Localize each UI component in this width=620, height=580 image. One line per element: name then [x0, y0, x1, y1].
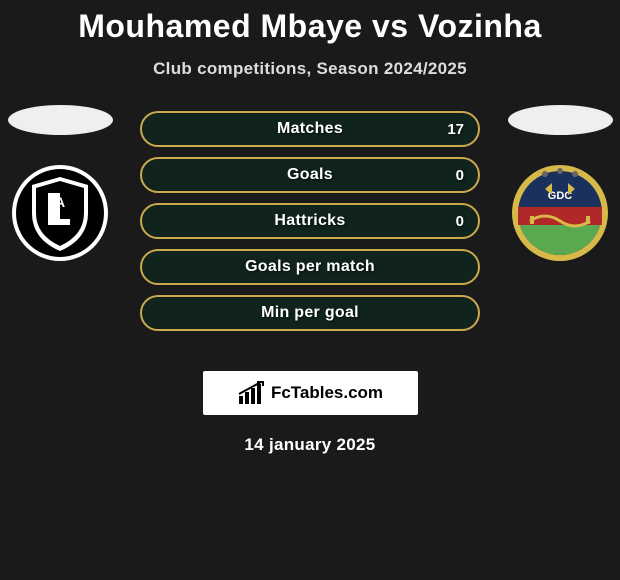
stat-label: Goals: [287, 166, 333, 184]
stat-right-value: 17: [447, 121, 464, 138]
stat-label: Min per goal: [261, 304, 359, 322]
right-oval: [508, 105, 613, 135]
right-badge-icon: GDC: [510, 163, 610, 263]
stat-label: Matches: [277, 120, 343, 138]
subtitle: Club competitions, Season 2024/2025: [0, 59, 620, 79]
right-club-badge: GDC: [510, 163, 610, 263]
stat-row-hattricks: Hattricks 0: [140, 203, 480, 239]
left-club-badge: A: [10, 163, 110, 263]
left-oval: [8, 105, 113, 135]
stat-right-value: 0: [456, 167, 464, 184]
stat-label: Goals per match: [245, 258, 375, 276]
stat-row-goals: Goals 0: [140, 157, 480, 193]
page-title: Mouhamed Mbaye vs Vozinha: [0, 0, 620, 45]
stat-right-value: 0: [456, 213, 464, 230]
stat-label: Hattricks: [274, 212, 345, 230]
date-label: 14 january 2025: [0, 435, 620, 455]
player-a-name: Mouhamed Mbaye: [78, 8, 362, 44]
comparison-area: A Matches 17 Goals 0 Hattricks 0: [0, 111, 620, 361]
left-badge-icon: A: [10, 163, 110, 263]
brand-badge: FcTables.com: [203, 371, 418, 415]
stat-pills: Matches 17 Goals 0 Hattricks 0 Goals per…: [140, 111, 480, 341]
svg-text:A: A: [55, 194, 65, 210]
stat-row-min-per-goal: Min per goal: [140, 295, 480, 331]
right-side: GDC: [500, 105, 620, 263]
stat-row-matches: Matches 17: [140, 111, 480, 147]
brand-text: FcTables.com: [271, 383, 383, 403]
left-side: A: [0, 105, 120, 263]
vs-label: vs: [372, 8, 409, 44]
player-b-name: Vozinha: [418, 8, 542, 44]
stat-row-goals-per-match: Goals per match: [140, 249, 480, 285]
brand-chart-icon: [237, 380, 267, 406]
